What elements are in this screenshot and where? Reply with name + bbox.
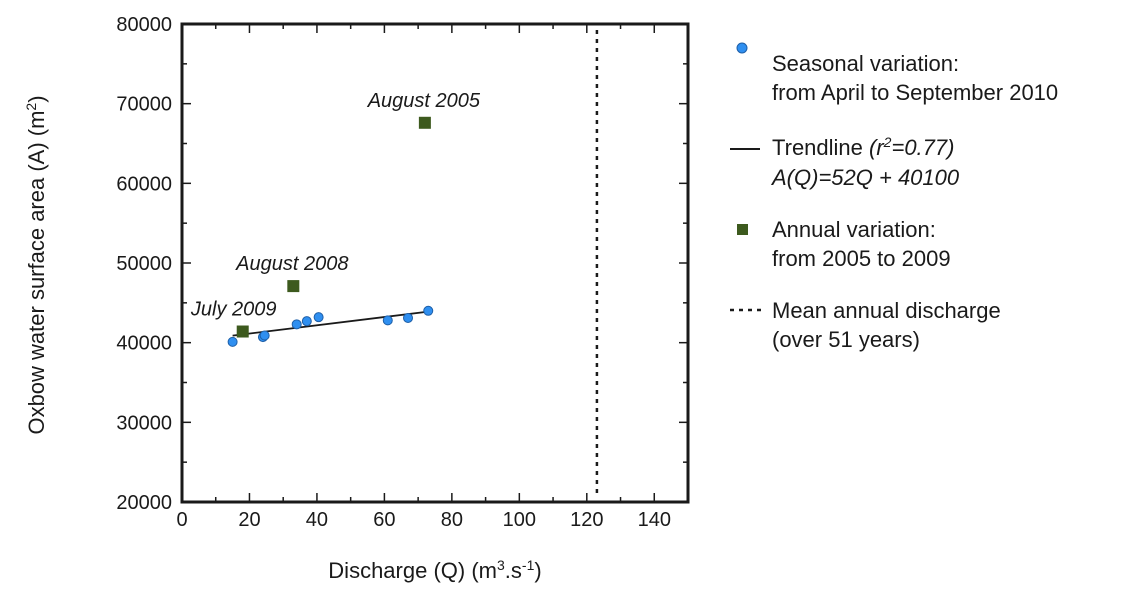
seasonal-point (423, 305, 434, 316)
seasonal-point (403, 312, 414, 323)
x-tick-label: 120 (570, 509, 603, 531)
x-tick-label: 60 (373, 509, 395, 531)
legend-seasonal-line1: Seasonal variation: (772, 51, 959, 76)
legend-annual-line2: from 2005 to 2009 (772, 246, 951, 271)
annual-point-label: August 2005 (367, 90, 481, 112)
legend-mean-line2: (over 51 years) (772, 327, 920, 352)
x-tick-label: 100 (503, 509, 536, 531)
annual-point (418, 116, 431, 129)
x-tick-label: 20 (238, 509, 260, 531)
annual-point (287, 280, 300, 293)
data-marks: August 2005 August 2008 July 2009 (190, 30, 599, 498)
seasonal-point (227, 336, 238, 347)
seasonal-point (291, 319, 302, 330)
y-tick-label: 80000 (116, 14, 172, 36)
y-tick-label: 50000 (116, 253, 172, 275)
y-axis-title: Oxbow water surface area (A) (m2) (23, 95, 49, 434)
annual-point (236, 325, 249, 338)
legend-mean-line1: Mean annual discharge (772, 298, 1001, 323)
seasonal-point (301, 316, 312, 327)
x-tick-label: 0 (176, 509, 187, 531)
y-tick-label: 70000 (116, 94, 172, 116)
seasonal-point (313, 312, 324, 323)
x-tick-label: 140 (638, 509, 671, 531)
x-tick-label: 80 (441, 509, 463, 531)
x-tick-label: 40 (306, 509, 328, 531)
y-tick-label: 30000 (116, 412, 172, 434)
x-axis-title: Discharge (Q) (m3.s-1) (328, 557, 541, 583)
legend-annual-line1: Annual variation: (772, 217, 936, 242)
y-tick-label: 60000 (116, 173, 172, 195)
legend-trendline-line1: Trendline (r2=0.77) (772, 134, 954, 160)
plot-area: 20000 30000 40000 50000 60000 70000 80000 0 20 40… (116, 14, 690, 531)
legend-trendline-line2: A(Q)=52Q + 40100 (770, 165, 960, 190)
y-tick-label: 40000 (116, 333, 172, 355)
seasonal-point (259, 330, 270, 341)
y-tick-label: 20000 (116, 492, 172, 514)
legend: Seasonal variation: from April to Septem… (730, 42, 1058, 352)
legend-annual-marker (737, 224, 748, 235)
annual-point-label: August 2008 (235, 253, 348, 275)
legend-seasonal-marker (736, 42, 748, 54)
legend-seasonal-line2: from April to September 2010 (772, 80, 1058, 105)
seasonal-point (382, 315, 393, 326)
annual-point-label: July 2009 (190, 299, 277, 321)
